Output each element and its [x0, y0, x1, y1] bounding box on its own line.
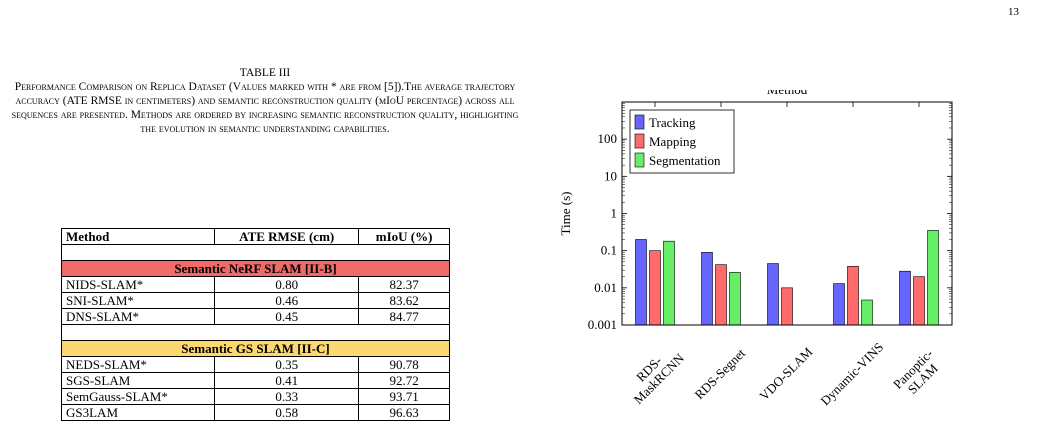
x-tick-label: Panoptic-SLAM [890, 346, 946, 402]
group-name: Semantic GS SLAM [II-C] [61, 340, 450, 357]
table-caption: TABLE III Performance Comparison on Repl… [0, 66, 530, 136]
results-table: Method ATE RMSE (cm) mIoU (%) Semantic N… [60, 228, 450, 421]
bar-segmentation-3 [861, 299, 873, 326]
y-tick-label: 0.1 [601, 243, 617, 258]
method-cell: DNS-SLAM* [60, 308, 216, 325]
y-tick-label: 100 [598, 131, 618, 146]
y-tick-label: 0.001 [588, 317, 617, 332]
table-row: SNI-SLAM* 0.46 83.62 [60, 292, 450, 309]
header-ate-rmse: ATE RMSE (cm) [214, 228, 360, 245]
miou-cell: 96.63 [358, 404, 450, 421]
ate-cell: 0.58 [214, 404, 360, 421]
ate-cell: 0.80 [214, 276, 360, 293]
table-title: TABLE III [239, 67, 291, 79]
legend-swatch-mapping [634, 133, 645, 149]
group-name: Semantic NeRF SLAM [II-B] [61, 260, 450, 277]
method-cell: SGS-SLAM [60, 372, 216, 389]
plot-frame [621, 101, 953, 326]
miou-cell: 90.78 [358, 356, 450, 373]
miou-cell: 93.71 [358, 388, 450, 405]
bar-mapping-0 [649, 250, 661, 326]
table-row: NEDS-SLAM* 0.35 90.78 [60, 356, 450, 373]
table-row: GS3LAM 0.58 96.63 [60, 404, 450, 421]
timing-bar-chart: Method Time (s) 0.001 0.01 0.1 1 10 100 RDS-Mask… [558, 90, 953, 408]
method-cell: NEDS-SLAM* [60, 356, 216, 373]
bar-mapping-2 [781, 287, 793, 326]
method-cell: SemGauss-SLAM* [60, 388, 216, 405]
method-cell: GS3LAM [60, 404, 216, 421]
ate-cell: 0.45 [214, 308, 360, 325]
bar-mapping-4 [913, 276, 925, 326]
table-row: DNS-SLAM* 0.45 84.77 [60, 308, 450, 325]
table-row: SGS-SLAM 0.41 92.72 [60, 372, 450, 389]
bar-segmentation-4 [927, 230, 939, 326]
table-header-row: Method ATE RMSE (cm) mIoU (%) [60, 228, 450, 245]
miou-cell: 92.72 [358, 372, 450, 389]
legend-label-tracking: Tracking [649, 115, 696, 130]
bar-mapping-3 [847, 265, 859, 326]
miou-cell: 82.37 [358, 276, 450, 293]
method-cell: NIDS-SLAM* [60, 276, 216, 293]
x-tick-label: RDS-Segnet [692, 345, 749, 402]
legend-label-segmentation: Segmentation [649, 153, 721, 168]
bar-tracking-0 [635, 239, 647, 326]
ate-cell: 0.35 [214, 356, 360, 373]
table-caption-text: Performance Comparison on Replica Datase… [11, 81, 519, 135]
bar-segmentation-1 [729, 272, 741, 326]
y-tick-label: 10 [604, 168, 617, 183]
miou-cell: 83.62 [358, 292, 450, 309]
page-number: 13 [1008, 6, 1019, 18]
header-method: Method [60, 228, 216, 245]
x-tick-label: Dynamic-VINS [817, 339, 886, 408]
group-header-gs: Semantic GS SLAM [II-C] [61, 340, 450, 357]
miou-cell: 84.77 [358, 308, 450, 325]
bar-tracking-4 [899, 270, 911, 326]
legend-swatch-segmentation [634, 152, 645, 168]
x-tick-label: RDS-MaskRCNN [621, 340, 688, 407]
y-tick-label: 0.01 [594, 280, 617, 295]
bar-tracking-1 [701, 252, 713, 326]
header-miou: mIoU (%) [358, 228, 450, 245]
method-cell: SNI-SLAM* [60, 292, 216, 309]
ate-cell: 0.41 [214, 372, 360, 389]
y-tick-label: 1 [611, 206, 618, 221]
ate-cell: 0.33 [214, 388, 360, 405]
bar-segmentation-0 [663, 240, 675, 326]
y-axis-label: Time (s) [558, 192, 573, 236]
table-row: NIDS-SLAM* 0.80 82.37 [60, 276, 450, 293]
legend-label-mapping: Mapping [649, 134, 696, 149]
ate-cell: 0.46 [214, 292, 360, 309]
group-header-nerf: Semantic NeRF SLAM [II-B] [61, 260, 450, 277]
bar-tracking-2 [767, 263, 779, 326]
bar-mapping-1 [715, 264, 727, 326]
x-tick-label: VDO-SLAM [756, 344, 815, 403]
bar-tracking-3 [833, 283, 845, 326]
chart-title: Method [767, 90, 808, 97]
legend-box [629, 109, 735, 174]
table-row: SemGauss-SLAM* 0.33 93.71 [60, 388, 450, 405]
legend-swatch-tracking [634, 114, 645, 130]
